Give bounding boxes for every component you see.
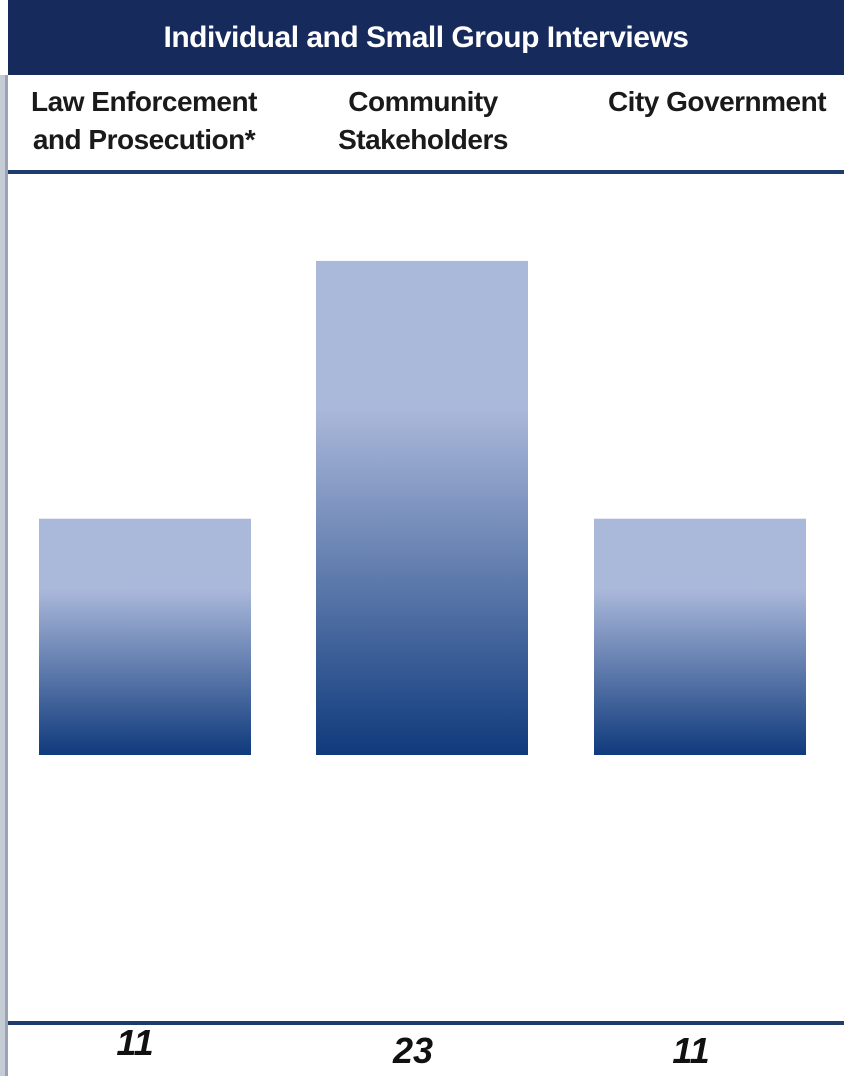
value-label-law-enforcement: 11 [116,1022,154,1063]
baseline-rule [8,1021,844,1025]
header-rule [8,170,844,174]
bar-2 [594,518,806,755]
category-label-community: Community Stakeholders [338,86,508,155]
value-label-city-government: 11 [672,1030,710,1071]
left-border [0,75,8,1076]
category-header-row: Law Enforcement and Prosecution* Communi… [8,75,844,171]
bar-0 [39,518,251,755]
category-label-law-enforcement: Law Enforcement and Prosecution* [31,86,257,155]
left-border-inner [5,75,8,1076]
chart-title: Individual and Small Group Interviews [163,20,689,54]
chart-title-bar: Individual and Small Group Interviews [8,0,844,75]
bar-chart [39,260,806,755]
value-label-community: 23 [392,1030,434,1071]
bar-1 [316,260,528,755]
category-label-city-government: City Government [607,86,827,117]
